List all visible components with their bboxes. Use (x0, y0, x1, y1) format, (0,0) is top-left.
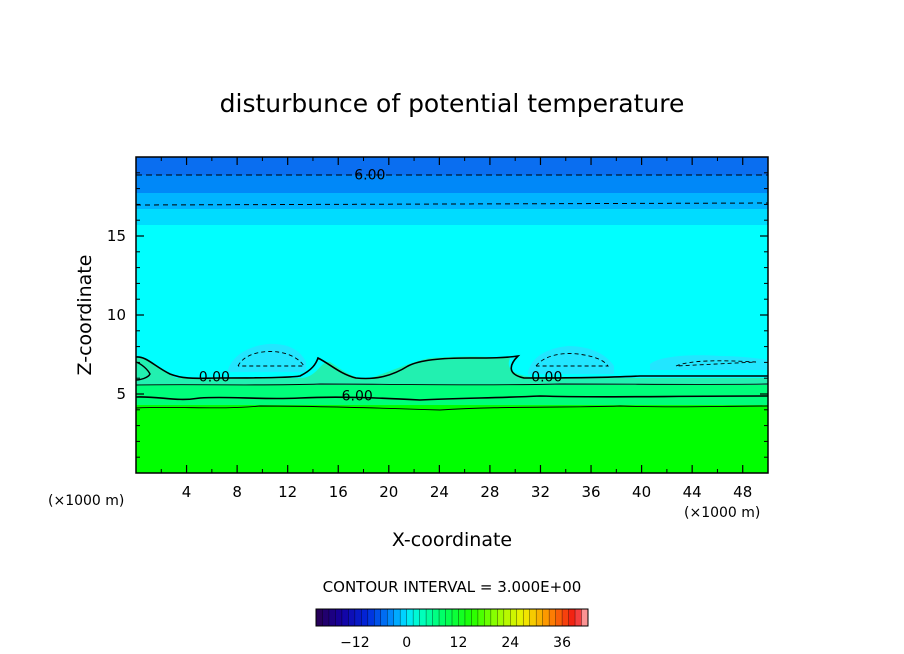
colorbar-cell (316, 609, 323, 626)
colorbar-cell (464, 609, 472, 626)
colorbar-cell (510, 609, 518, 626)
x-axis-label: X-coordinate (392, 529, 512, 551)
plot-area: 6.00 0.00 6.00 0.00 (136, 157, 768, 473)
colorbar-cell (542, 609, 550, 626)
colorbar-cell (380, 609, 388, 626)
colorbar (315, 608, 589, 627)
colorbar-cell (432, 609, 440, 626)
colorbar-cell (413, 609, 420, 626)
contour-line-3 (136, 383, 768, 386)
colorbar-cell (555, 609, 563, 626)
band-green-light (136, 385, 768, 405)
colorbar-tick-labels: −12 0 12 24 36 (340, 635, 571, 651)
x-tick-label: 48 (733, 483, 752, 501)
colorbar-cell (549, 609, 556, 626)
colorbar-cell (497, 609, 505, 626)
colorbar-cell (348, 609, 356, 626)
colorbar-cell (529, 609, 537, 626)
colorbar-frame (315, 608, 589, 627)
x-tick-label: 32 (531, 483, 550, 501)
colorbar-cell (387, 609, 395, 626)
colorbar-tick-label: 0 (402, 635, 411, 651)
y-tick-label: 10 (107, 306, 126, 324)
colorbar-tick-label: −12 (340, 635, 370, 651)
colorbar-cell (471, 609, 479, 626)
x-unit-right: (×1000 m) (684, 505, 760, 521)
contour-label: 0.00 (199, 370, 230, 386)
contour-zero-lobe (136, 361, 151, 381)
x-tick-label: 36 (581, 483, 600, 501)
colorbar-cell (393, 609, 401, 626)
colorbar-cell (426, 609, 433, 626)
x-tick-label: 40 (632, 483, 651, 501)
colorbar-cell (341, 609, 349, 626)
cloud-region-2 (528, 346, 614, 374)
colorbar-cell (516, 609, 524, 626)
colorbar-cell (503, 609, 511, 626)
colorbar-cell (477, 609, 485, 626)
band-upper-2 (136, 193, 768, 209)
colorbar-cell (335, 609, 343, 626)
x-tick-label: 44 (683, 483, 702, 501)
y-tick-label: 5 (116, 385, 126, 403)
colorbar-cell (322, 609, 330, 626)
y-tick-label: 15 (107, 227, 126, 245)
colorbar-cell (490, 609, 498, 626)
colorbar-tick-label: 24 (501, 635, 519, 651)
band-green (136, 405, 768, 473)
colorbar-cell (458, 609, 466, 626)
colorbar-cell (445, 609, 453, 626)
x-axis-ticks: 4 8 12 16 20 24 28 32 36 40 44 48 (160, 157, 752, 501)
contour-dashed-cloud-3 (675, 360, 757, 367)
x-tick-label: 16 (329, 483, 348, 501)
x-tick-label: 20 (379, 483, 398, 501)
colorbar-cell (484, 609, 492, 626)
x-tick-label: 4 (182, 483, 192, 501)
y-axis-label: Z-coordinate (74, 255, 96, 376)
x-tick-label: 12 (278, 483, 297, 501)
band-upper-3 (136, 209, 768, 225)
colorbar-tick-label: 12 (450, 635, 468, 651)
colorbar-cell (575, 609, 582, 626)
colorbar-cell (361, 609, 369, 626)
colorbar-cell (536, 609, 543, 626)
band-top (136, 157, 768, 175)
contour-dashed-cloud-1 (237, 351, 305, 367)
contour-line-9 (136, 405, 768, 411)
contour-six (136, 395, 768, 401)
colorbar-cell (452, 609, 459, 626)
colorbar-tick-label: 36 (553, 635, 571, 651)
colorbar-cell (419, 609, 427, 626)
x-tick-label: 24 (430, 483, 449, 501)
contour-labels: 6.00 0.00 6.00 0.00 (199, 167, 563, 405)
contour-label: 0.00 (531, 370, 562, 386)
chart-title: disturbunce of potential temperature (220, 89, 685, 118)
colorbar-cell (406, 609, 414, 626)
contour-label: 6.00 (354, 167, 385, 183)
x-tick-label: 28 (480, 483, 499, 501)
contour-interval-text: CONTOUR INTERVAL = 3.000E+00 (323, 578, 582, 596)
x-unit-left: (×1000 m) (48, 493, 124, 509)
x-tick-label: 8 (232, 483, 242, 501)
contour-dashed-cloud-2 (535, 353, 609, 367)
colorbar-cell (367, 609, 375, 626)
contour-dashed-upper (136, 202, 768, 206)
colorbar-cell (581, 609, 589, 626)
cloud-region-1 (228, 343, 306, 372)
colorbar-cell (568, 609, 576, 626)
colorbar-cell (439, 609, 446, 626)
colorbar-cell (523, 609, 531, 626)
colorbar-cell (400, 609, 407, 626)
colorbar-cell (562, 609, 569, 626)
contour-zero (136, 354, 768, 380)
contour-label: 6.00 (342, 389, 373, 405)
colorbar-cell (328, 609, 336, 626)
colorbar-cell (374, 609, 382, 626)
colorbar-cell (354, 609, 362, 626)
cloud-region-3 (650, 355, 768, 370)
y-axis-ticks: 5 10 15 (107, 172, 768, 458)
band-upper (136, 175, 768, 193)
